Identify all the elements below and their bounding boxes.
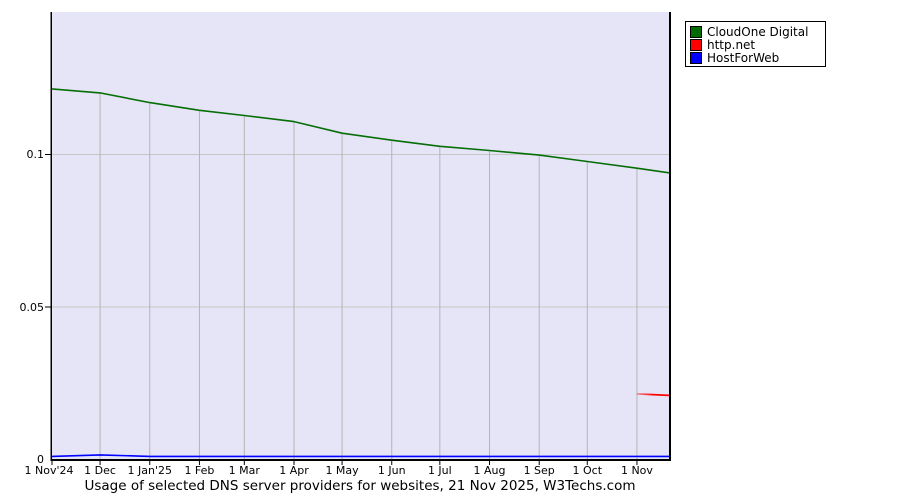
legend-item-label: http.net	[707, 37, 756, 52]
y-axis-label: 0.05	[19, 300, 45, 314]
x-axis-label: 1 May	[325, 464, 359, 477]
x-axis-label: 1 Aug	[473, 464, 506, 477]
x-axis-label: 1 Jan'25	[127, 464, 172, 477]
legend-color-swatch	[690, 38, 702, 51]
x-axis-label: 1 Feb	[184, 464, 215, 477]
plot-background	[52, 12, 669, 460]
y-axis-label: 0.1	[26, 148, 45, 161]
x-axis-label: 1 Sep	[523, 464, 555, 477]
series-line-hostforweb	[51, 454, 669, 458]
legend-item: HostForWeb	[690, 51, 821, 64]
x-axis-label: 1 Jun	[377, 464, 406, 477]
y-axis-label: 0	[37, 453, 44, 466]
legend-color-swatch	[690, 51, 702, 64]
x-axis-label: 1 Oct	[572, 464, 603, 477]
series-line-cloudone-digital	[51, 88, 670, 174]
x-axis-label: 1 Jul	[427, 464, 452, 477]
x-axis-label: 1 Apr	[279, 464, 309, 477]
legend: CloudOne Digital http.net HostForWeb	[685, 21, 826, 67]
x-axis-label: 1 Mar	[228, 464, 260, 477]
legend-item-label: HostForWeb	[707, 50, 780, 65]
legend-color-swatch	[690, 25, 702, 38]
x-axis-label: 1 Nov'24	[24, 464, 74, 477]
legend-item-label: CloudOne Digital	[707, 24, 809, 39]
x-axis-label: 1 Nov	[620, 464, 653, 477]
x-axis-label: 1 Dec	[84, 464, 116, 477]
series-line-http-net	[636, 393, 670, 397]
legend-item: http.net	[690, 38, 821, 51]
chart-caption: Usage of selected DNS server providers f…	[84, 478, 636, 494]
legend-item: CloudOne Digital	[690, 25, 821, 38]
